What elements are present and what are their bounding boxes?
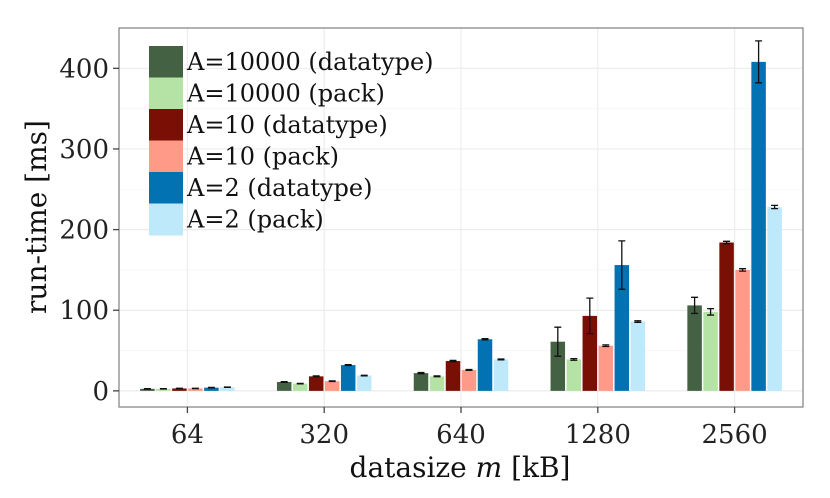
bar-a-2-pack-320 — [356, 375, 372, 391]
legend-key-a-10-pack — [149, 140, 183, 173]
error-bar-a-2-datatype-2560 — [755, 40, 763, 84]
error-bar-a-10-datatype-2560 — [723, 240, 731, 245]
bar-a-10-pack-2560 — [735, 269, 750, 391]
x-tick-label-64: 64 — [171, 420, 204, 450]
error-bars — [143, 40, 779, 390]
y-tick-label-200: 200 — [59, 216, 109, 246]
error-bar-a-2-pack-320 — [360, 374, 368, 377]
bar-a-10000-pack-320 — [292, 383, 308, 391]
bar-a-10000-pack-2560 — [703, 311, 718, 391]
y-tick-label-100: 100 — [59, 296, 109, 326]
bar-a-10000-datatype-1280 — [550, 341, 566, 391]
grid — [119, 28, 803, 407]
error-bar-a-2-datatype-640 — [481, 337, 489, 341]
legend-label-a-2-datatype: A=2 (datatype) — [186, 174, 372, 202]
bar-a-10-pack-64 — [188, 388, 203, 391]
error-bar-a-2-pack-1280 — [634, 320, 642, 323]
error-bar-a-10000-datatype-640 — [417, 371, 425, 375]
legend-label-a-2-pack: A=2 (pack) — [186, 205, 324, 233]
bar-a-2-pack-640 — [493, 359, 509, 391]
legend-label-a-10-datatype: A=10 (datatype) — [186, 111, 388, 139]
error-bar-a-2-datatype-320 — [344, 364, 352, 367]
bar-a-10-pack-640 — [461, 369, 477, 391]
legend-label-a-10-pack: A=10 (pack) — [186, 142, 339, 170]
error-bar-a-2-pack-640 — [497, 358, 505, 361]
bar-a-2-pack-2560 — [767, 207, 782, 391]
error-bar-a-10000-datatype-320 — [280, 380, 288, 384]
legend: A=10000 (datatype) A=10000 (pack) A=10 (da… — [149, 46, 434, 236]
error-bar-a-10000-pack-1280 — [570, 357, 578, 361]
error-bar-a-10-pack-2560 — [739, 268, 747, 272]
bar-a-10000-datatype-320 — [276, 382, 292, 391]
error-bar-a-10-pack-640 — [465, 368, 473, 371]
error-bar-a-10000-datatype-2560 — [691, 296, 699, 315]
bar-a-2-datatype-1280 — [614, 265, 630, 391]
y-axis: 0 100 200 300 400 — [59, 54, 119, 407]
error-bar-a-10000-pack-2560 — [707, 307, 715, 316]
bar-a-10000-pack-64 — [156, 388, 171, 391]
y-tick-label-400: 400 — [59, 54, 109, 84]
bar-a-2-datatype-2560 — [751, 61, 766, 391]
error-bar-a-10-pack-1280 — [602, 344, 610, 348]
bar-a-10-datatype-640 — [445, 361, 461, 391]
x-tick-label-2560: 2560 — [702, 420, 768, 450]
bar-a-10-datatype-64 — [172, 388, 187, 391]
error-bar-a-10000-pack-640 — [433, 375, 441, 378]
x-axis-title-prefix: datasize — [350, 451, 476, 484]
bar-a-10-pack-1280 — [598, 345, 614, 391]
bar-a-2-pack-1280 — [630, 321, 646, 391]
y-tick-label-300: 300 — [59, 135, 109, 165]
bar-a-10000-datatype-640 — [413, 373, 429, 391]
x-tick-label-320: 320 — [299, 420, 349, 450]
y-axis-title: run-time [ms] — [20, 120, 53, 314]
legend-key-a-10000-datatype — [149, 46, 183, 78]
legend-label-a-10000-pack: A=10000 (pack) — [186, 79, 385, 107]
bar-a-2-datatype-320 — [340, 365, 356, 391]
legend-key-a-10-datatype — [149, 109, 183, 141]
bar-a-2-pack-64 — [220, 387, 235, 391]
y-tick-label-0: 0 — [92, 377, 109, 407]
bar-a-10-datatype-1280 — [582, 315, 598, 391]
error-bar-a-10000-datatype-1280 — [554, 326, 562, 357]
bar-a-10-datatype-2560 — [719, 242, 734, 391]
x-axis: 64 320 640 1280 2560 — [171, 407, 768, 450]
bar-a-10000-datatype-64 — [140, 388, 155, 391]
bar-a-10000-pack-1280 — [566, 359, 582, 391]
x-tick-label-1280: 1280 — [565, 420, 631, 450]
bar-a-10000-pack-640 — [429, 376, 445, 391]
error-bar-a-2-pack-2560 — [771, 204, 779, 210]
error-bar-a-2-datatype-1280 — [618, 240, 626, 290]
bar-a-2-datatype-64 — [204, 387, 219, 391]
legend-key-a-2-datatype — [149, 172, 183, 204]
bar-a-2-datatype-640 — [477, 339, 493, 391]
x-tick-label-640: 640 — [436, 420, 486, 450]
legend-key-a-2-pack — [149, 203, 183, 236]
legend-label-a-10000-datatype: A=10000 (datatype) — [186, 48, 434, 76]
x-axis-title: datasize m [kB] — [350, 451, 571, 484]
bar-a-10-pack-320 — [324, 381, 340, 391]
error-bar-a-10-datatype-640 — [449, 359, 457, 363]
x-axis-title-variable: m — [476, 451, 503, 484]
bars — [140, 61, 782, 391]
legend-key-a-10000-pack — [149, 77, 183, 110]
error-bar-a-10-datatype-1280 — [586, 297, 594, 335]
bar-a-10-datatype-320 — [308, 376, 324, 391]
error-bar-a-10-datatype-320 — [312, 375, 320, 378]
bar-a-10000-datatype-2560 — [687, 305, 702, 391]
x-axis-title-suffix: [kB] — [502, 451, 570, 484]
